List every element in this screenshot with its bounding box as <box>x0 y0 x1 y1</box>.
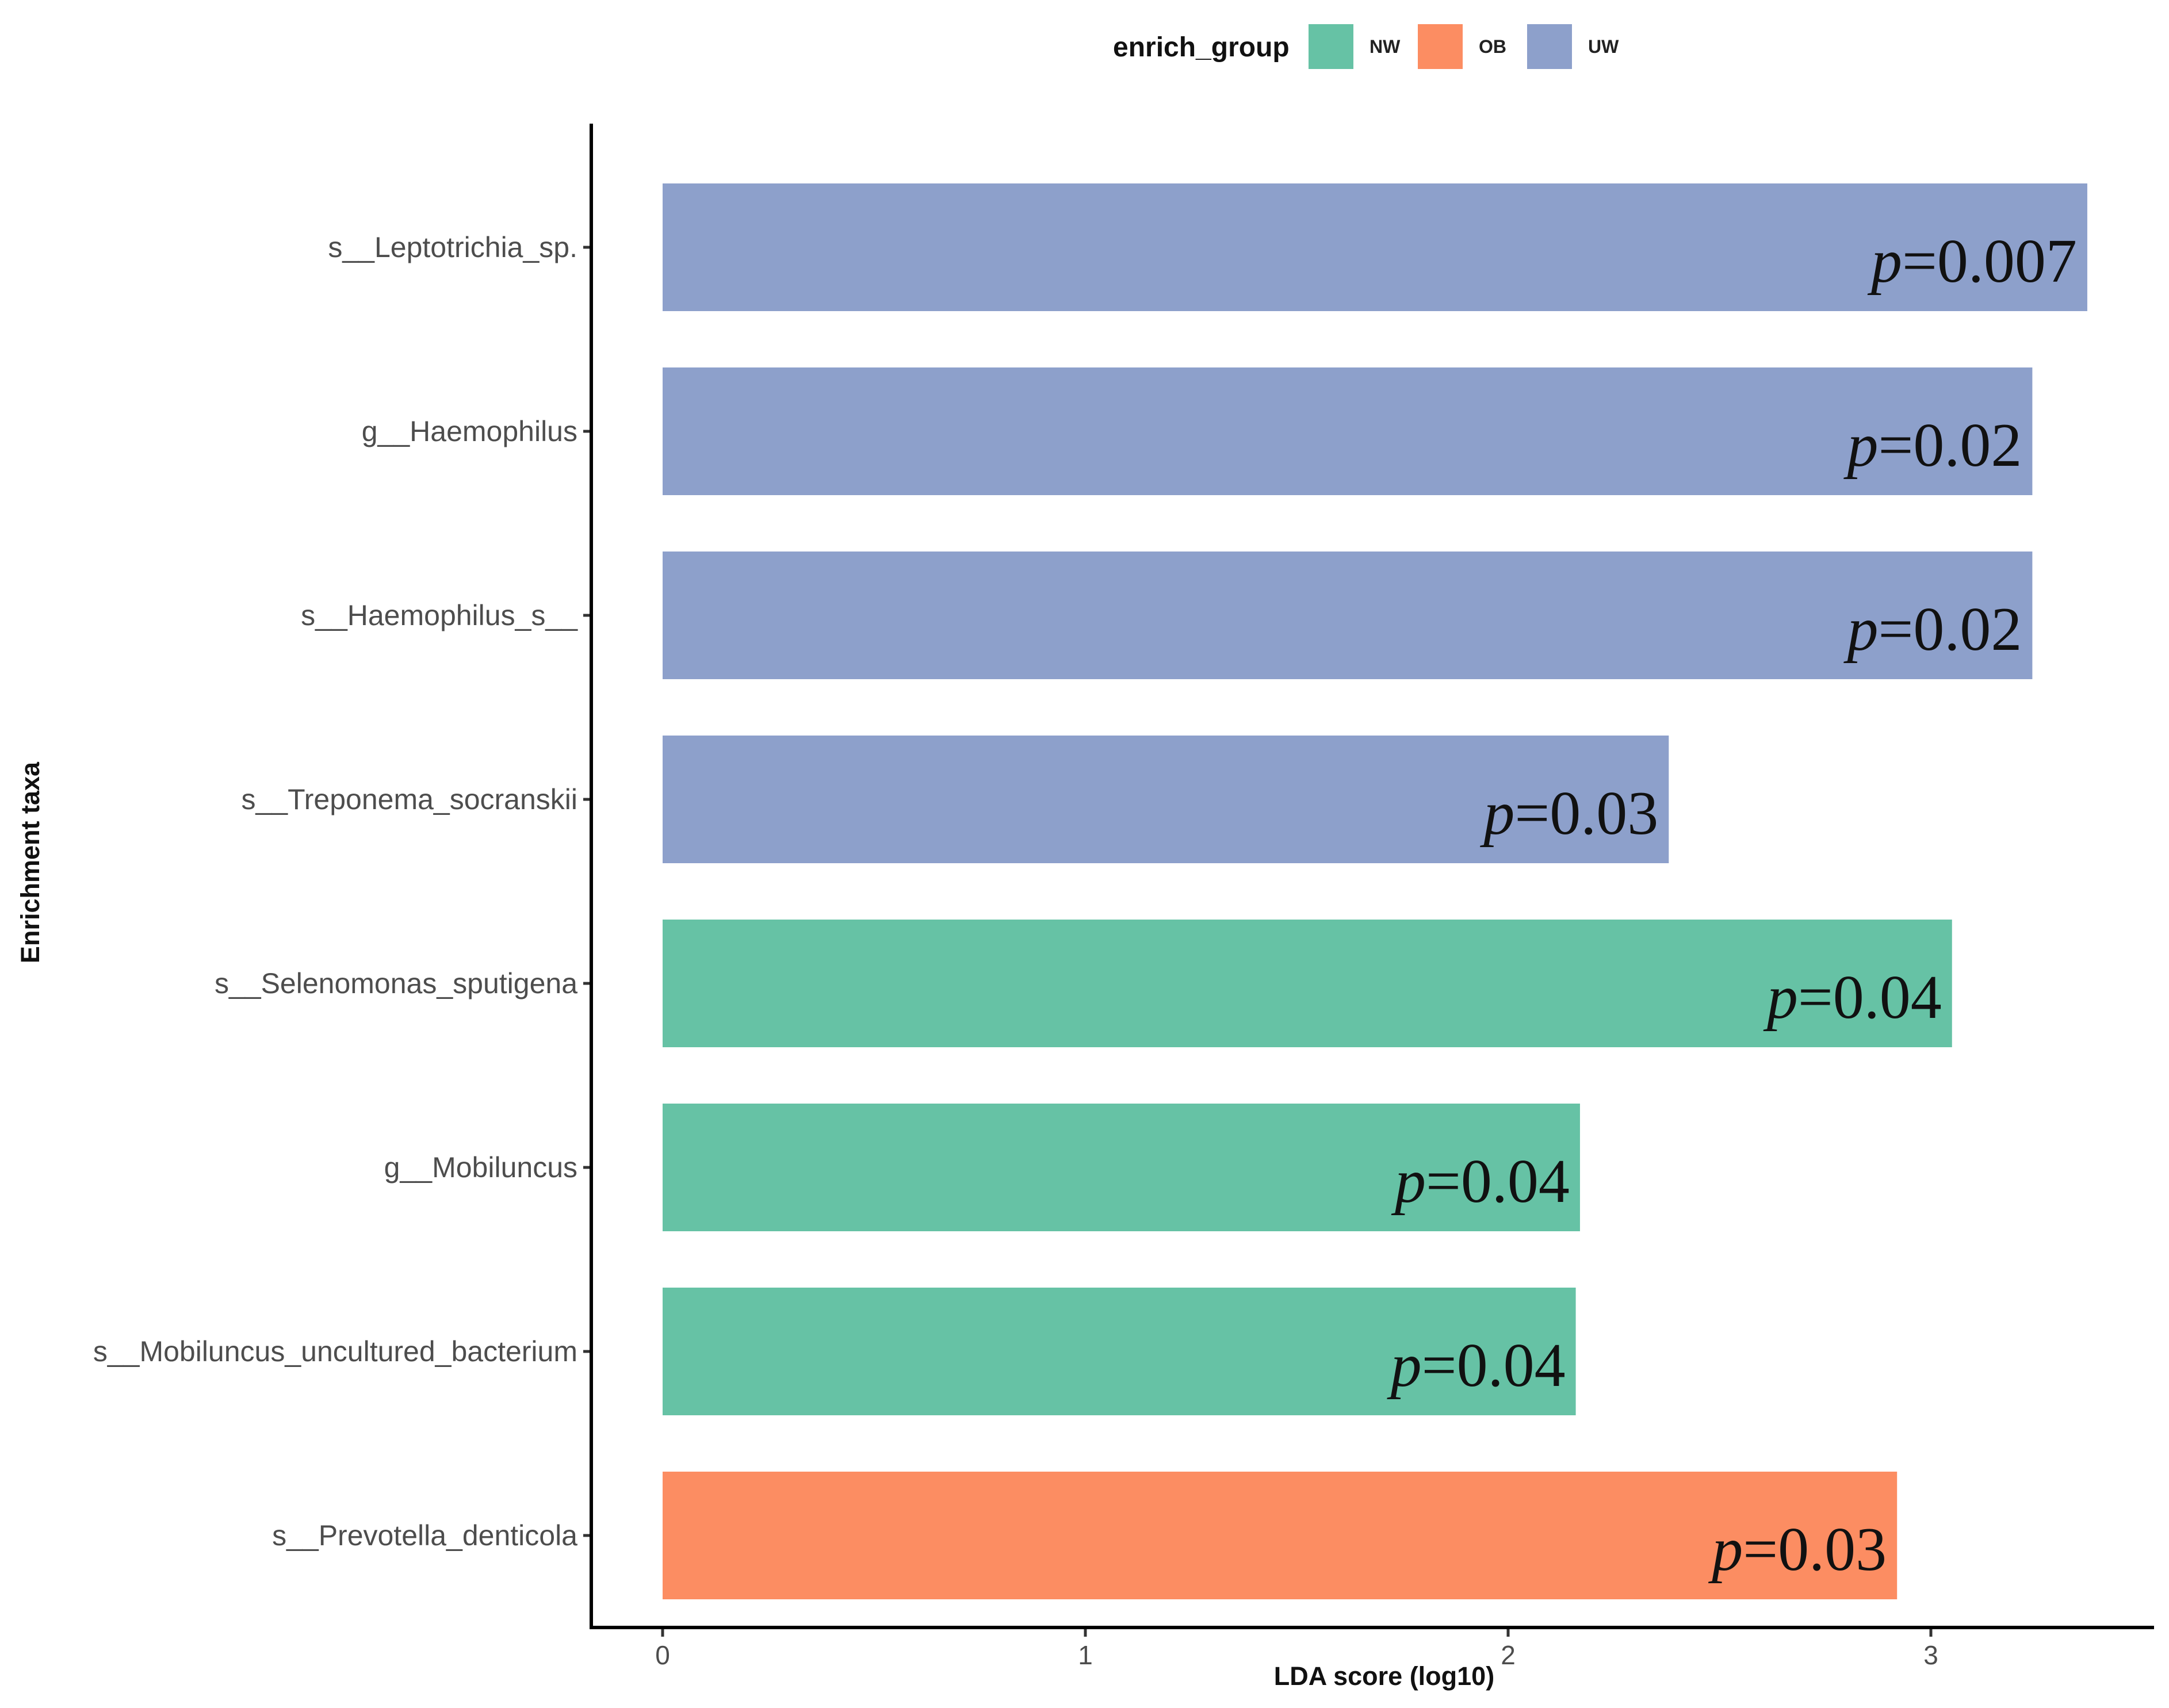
legend-swatch-ob <box>1418 24 1463 69</box>
bar-s__Selenomonas_sputigena <box>663 920 1952 1047</box>
p-value-label: p=0.04 <box>1387 1331 1566 1400</box>
x-tick-label: 0 <box>655 1640 670 1670</box>
p-value-label: p=0.02 <box>1843 411 2022 480</box>
p-value-label: p=0.04 <box>1763 963 1942 1032</box>
legend: enrich_group NW OB UW <box>1113 24 1619 69</box>
bar-s__Treponema_socranskii <box>663 736 1669 863</box>
bar-g__Haemophilus <box>663 367 2033 495</box>
y-tick-label: g__Haemophilus <box>362 415 577 447</box>
p-value-label: p=0.007 <box>1867 227 2077 296</box>
y-tick-label: s__Selenomonas_sputigena <box>215 967 577 999</box>
legend-label-uw: UW <box>1588 36 1619 57</box>
y-axis-title: Enrichment taxa <box>16 761 45 963</box>
axes <box>583 124 2154 1637</box>
y-tick-label: s__Haemophilus_s__ <box>301 599 578 631</box>
p-value-label: p=0.02 <box>1843 595 2022 664</box>
y-tick-label: s__Prevotella_denticola <box>272 1519 577 1552</box>
bars <box>663 183 2087 1599</box>
y-tick-label: s__Mobiluncus_uncultured_bacterium <box>93 1335 577 1368</box>
x-tick-label: 2 <box>1501 1640 1516 1670</box>
x-axis-title: LDA score (log10) <box>1274 1661 1494 1691</box>
bar-s__Leptotrichia_sp. <box>663 183 2087 311</box>
y-tick-label: s__Treponema_socranskii <box>241 783 577 815</box>
bar-s__Prevotella_denticola <box>663 1472 1898 1599</box>
legend-label-nw: NW <box>1370 36 1401 57</box>
p-value-label: p=0.03 <box>1479 779 1658 848</box>
legend-title: enrich_group <box>1113 32 1290 63</box>
bar-s__Mobiluncus_uncultured_bacterium <box>663 1288 1576 1415</box>
y-tick-label: g__Mobiluncus <box>384 1151 577 1184</box>
legend-swatch-nw <box>1309 24 1353 69</box>
bar-g__Mobiluncus <box>663 1104 1580 1231</box>
legend-label-ob: OB <box>1479 36 1506 57</box>
legend-swatch-uw <box>1527 24 1572 69</box>
p-value-label: p=0.04 <box>1391 1147 1570 1216</box>
x-tick-label: 3 <box>1923 1640 1938 1670</box>
x-tick-label: 1 <box>1078 1640 1093 1670</box>
bar-s__Haemophilus_s__ <box>663 552 2033 679</box>
labels: s__Leptotrichia_sp. p=0.007 g__Haemophilus… <box>16 227 2077 1691</box>
p-value-label: p=0.03 <box>1708 1515 1887 1584</box>
y-tick-label: s__Leptotrichia_sp. <box>328 231 577 263</box>
